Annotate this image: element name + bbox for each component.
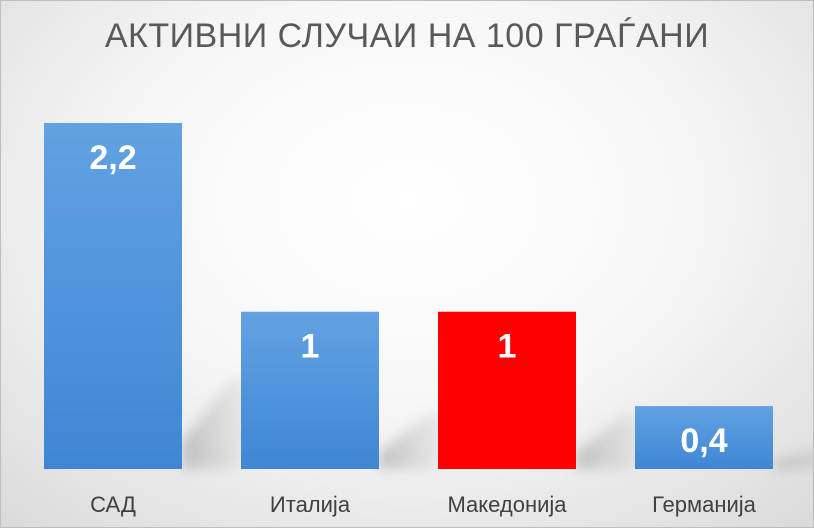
bar-0-value-label: 2,2 — [89, 139, 136, 177]
bars-group — [44, 123, 773, 469]
bar-3-shadow — [773, 450, 813, 469]
chart-title: АКТИВНИ СЛУЧАИ НА 100 ГРАЃАНИ — [104, 17, 710, 55]
bar-3-value-label: 0,4 — [680, 422, 727, 460]
bar-1 — [241, 311, 379, 469]
bar-0-category-label: САД — [90, 492, 136, 517]
bar-2-value-label: 1 — [498, 328, 517, 366]
bar-1-category-label: Италија — [270, 492, 351, 517]
bar-2 — [438, 311, 576, 469]
bar-3 — [635, 406, 773, 469]
bar-0 — [44, 123, 182, 469]
bar-1-value-label: 1 — [301, 328, 320, 366]
labels-group: 2,2 САД 1 Италија 1 Македонија 0,4 Германија — [89, 139, 756, 517]
bar-2-category-label: Македонија — [447, 492, 567, 517]
bar-3-category-label: Германија — [652, 492, 757, 517]
